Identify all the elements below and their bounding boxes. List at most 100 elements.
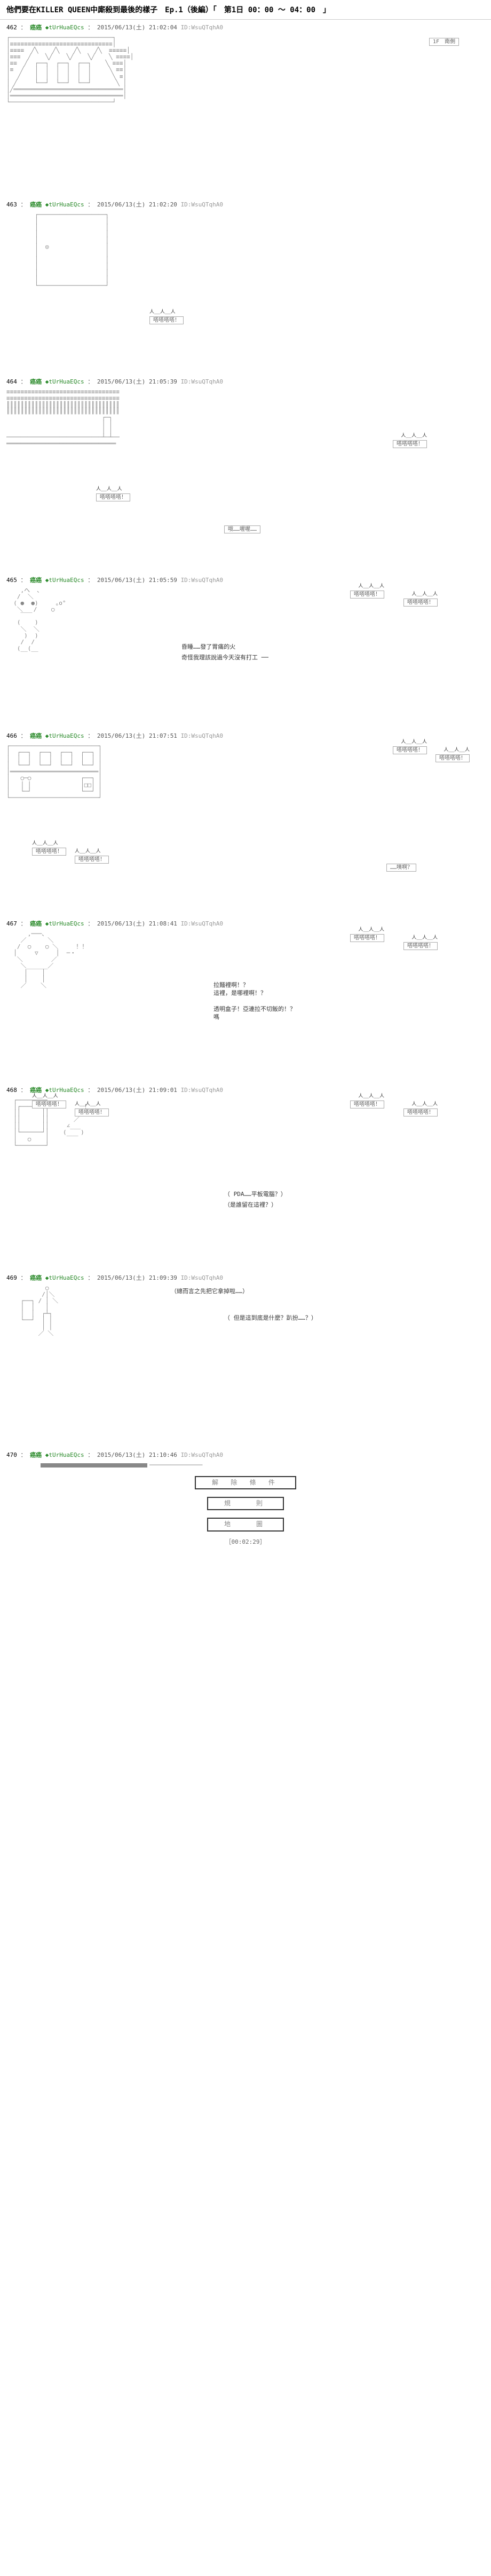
post-number: 469 [6,1274,17,1281]
post-tripcode: ◆tUrHuaEQcs [45,1452,84,1458]
ascii-art: ,───、 ／ ＼ / ○ ○ ＼ ！！ │ ▽ │ ─・ ＼ ／ ＼_____… [0,929,491,1080]
post-date: 2015/06/13(土) 21:09:01 [97,1087,177,1094]
post: 468 ： 癌癌 ◆tUrHuaEQcs ： 2015/06/13(土) 21:… [0,1082,491,1270]
label-decoration: 人__人__人 [411,592,438,597]
post-number: 462 [6,24,17,31]
post-tripcode: ◆tUrHuaEQcs [45,732,84,739]
timer-display: ［00:02:29］ [6,1539,485,1545]
dialog-text: （ 但是這到底是什麼？趴扮……？） [224,1315,317,1321]
post-id: ID:WsuQTqhA0 [181,577,223,584]
post-id: ID:WsuQTqhA0 [181,24,223,31]
dialog-text: （是誰留在這裡？） [224,1202,277,1208]
ascii-art: ┌────────┐ │┌──────┐│ ！ ││ ││ ・─ ││ ││ ／… [0,1095,491,1268]
label-decoration: 人__人__人 [32,841,58,847]
dialog-text: （總而言之先把它拿掉啦……） [171,1288,248,1295]
post-number: 463 [6,201,17,208]
post-header: 465 ： 癌癌 ◆tUrHuaEQcs ： 2015/06/13(土) 21:… [0,575,491,585]
post-author: 癌癌 [30,1087,42,1094]
label-decoration: 人__人__人 [411,1102,438,1107]
post-header: 464 ： 癌癌 ◆tUrHuaEQcs ： 2015/06/13(土) 21:… [0,376,491,387]
speech-label: 嗒嗒嗒嗒！ [75,856,109,864]
speech-label: 嗒嗒嗒嗒！ [75,1108,109,1116]
speech-label: ……咦啊？ [386,864,416,872]
post-number: 464 [6,378,17,385]
post-author: 癌癌 [30,24,42,31]
label-decoration: 人__人__人 [411,936,438,941]
posts-container: 462 ： 癌癌 ◆tUrHuaEQcs ： 2015/06/13(土) 21:… [0,20,491,1614]
dialog-text: （ PDA……平板電腦？） [224,1191,287,1198]
post-tripcode: ◆tUrHuaEQcs [45,1274,84,1281]
dialog-text: 拉麵裡啊！？ [213,982,249,988]
post-header: 467 ： 癌癌 ◆tUrHuaEQcs ： 2015/06/13(土) 21:… [0,918,491,929]
label-decoration: 人__人__人 [358,928,384,933]
post-tripcode: ◆tUrHuaEQcs [45,920,84,927]
post-tripcode: ◆tUrHuaEQcs [45,577,84,584]
post-date: 2015/06/13(土) 21:05:59 [97,577,177,584]
post-number: 467 [6,920,17,927]
post-tripcode: ◆tUrHuaEQcs [45,201,84,208]
post-author: 癌癌 [30,732,42,739]
post-date: 2015/06/13(土) 21:08:41 [97,920,177,927]
post-id: ID:WsuQTqhA0 [181,378,223,385]
post-id: ID:WsuQTqhA0 [181,1452,223,1458]
label-decoration: 人__人__人 [75,849,101,855]
speech-label: 嗒嗒嗒嗒！ [403,599,438,607]
post-author: 癌癌 [30,920,42,927]
speech-label: 嗒嗒嗒嗒！ [149,316,184,324]
speech-label: 嗒嗒嗒嗒！ [403,942,438,950]
speech-label: 嗒嗒嗒嗒！ [403,1108,438,1116]
dialog-text: 這裡，是哪裡啊！？ [213,990,266,996]
post-date: 2015/06/13(土) 21:10:46 [97,1452,177,1458]
post-number: 470 [6,1452,17,1458]
label-decoration: 人__人__人 [96,487,122,492]
speech-label: 嗒嗒嗒嗒！ [393,746,427,754]
speech-label: 嗒嗒嗒嗒！ [350,1100,384,1108]
speech-label: 嗒嗒嗒嗒！ [96,493,130,501]
post-header: 469 ： 癌癌 ◆tUrHuaEQcs ： 2015/06/13(土) 21:… [0,1272,491,1283]
post-date: 2015/06/13(土) 21:07:51 [97,732,177,739]
ascii-art: ───────────────解 除 條 件規 則地 圖［00:02:29］ [0,1460,491,1612]
menu-button[interactable]: 規 則 [207,1497,284,1510]
label-decoration: 人__人__人 [358,1094,384,1099]
label-decoration: 人__人__人 [75,1102,101,1107]
post-author: 癌癌 [30,1274,42,1281]
label-decoration: 人__人__人 [149,310,176,315]
dialog-text: 透明盒子！亞連拉不切飯的！？ [213,1006,296,1012]
post: 464 ： 癌癌 ◆tUrHuaEQcs ： 2015/06/13(土) 21:… [0,374,491,572]
dialog-text: 昏睡……發了胃痛的火 [181,644,235,650]
speech-label: 嗒嗒嗒嗒！ [350,591,384,599]
ascii-art: ┌─────────────────────────────┐ │≡≡≡≡≡≡≡… [0,33,491,195]
label-decoration: 人__人__人 [444,748,470,753]
post-author: 癌癌 [30,1452,42,1458]
label-decoration: 人__人__人 [358,584,384,589]
ascii-art: ≡≡≡≡≡≡≡≡≡≡≡≡≡≡≡≡≡≡≡≡≡≡≡≡≡≡≡≡≡≡≡≡ ≡≡≡≡≡≡≡… [0,387,491,570]
post-number: 468 [6,1087,17,1094]
menu-button[interactable]: 解 除 條 件 [195,1476,296,1489]
ascii-art: ○ /│＼ ┌──┐ / │ ＼ │ │ │ │ │ ┌┴┐ └──┘ │ │ … [0,1283,491,1445]
progress-bar [41,1463,147,1468]
speech-label: 嗒嗒嗒嗒！ [32,1100,66,1108]
post-number: 466 [6,732,17,739]
post-tripcode: ◆tUrHuaEQcs [45,378,84,385]
dialog-text: 嗎 [213,1014,219,1020]
post-author: 癌癌 [30,201,42,208]
post-id: ID:WsuQTqhA0 [181,201,223,208]
menu-button[interactable]: 地 圖 [207,1518,284,1531]
speech-label: 嗒嗒嗒嗒！ [350,934,384,942]
post-date: 2015/06/13(土) 21:09:39 [97,1274,177,1281]
post: 462 ： 癌癌 ◆tUrHuaEQcs ： 2015/06/13(土) 21:… [0,20,491,197]
post: 467 ： 癌癌 ◆tUrHuaEQcs ： 2015/06/13(土) 21:… [0,916,491,1082]
post-date: 2015/06/13(土) 21:02:04 [97,24,177,31]
post-id: ID:WsuQTqhA0 [181,1087,223,1094]
label-decoration: 人__人__人 [32,1094,58,1099]
post-id: ID:WsuQTqhA0 [181,732,223,739]
post-header: 462 ： 癌癌 ◆tUrHuaEQcs ： 2015/06/13(土) 21:… [0,22,491,33]
post-header: 470 ： 癌癌 ◆tUrHuaEQcs ： 2015/06/13(土) 21:… [0,1449,491,1460]
post: 463 ： 癌癌 ◆tUrHuaEQcs ： 2015/06/13(土) 21:… [0,197,491,374]
post-tripcode: ◆tUrHuaEQcs [45,1087,84,1094]
speech-label: 1F 南側 [429,38,459,46]
label-decoration: 人__人__人 [401,434,427,439]
speech-label: 哦……喔喔…… [224,525,260,533]
post-author: 癌癌 [30,378,42,385]
speech-label: 嗒嗒嗒嗒！ [32,848,66,856]
